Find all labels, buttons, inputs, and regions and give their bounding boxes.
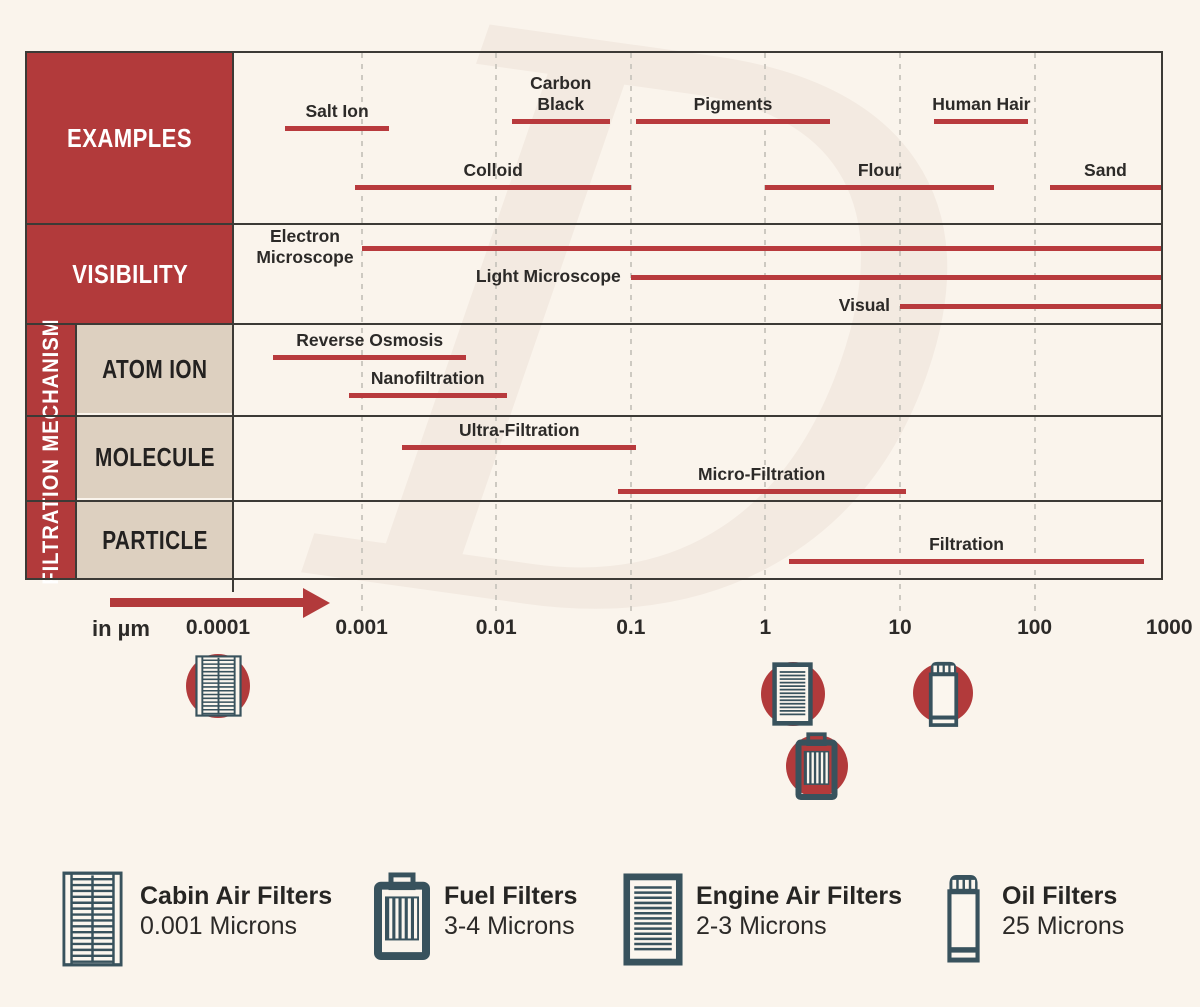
engine-air-filter-icon	[623, 873, 683, 971]
axis-unit-label: in µm	[92, 616, 150, 641]
axis-tick-label-10: 10	[888, 616, 912, 639]
oil-filter-icon	[942, 871, 985, 969]
row-header-atom-ion: ATOM ION	[77, 325, 233, 413]
row-divider	[25, 415, 1163, 417]
legend-title: Cabin Air Filters	[140, 882, 333, 910]
bar-label-light-microscope: Light Microscope	[475, 266, 621, 286]
bar-label-flour: Flour	[857, 160, 902, 180]
range-bar-pigments	[636, 119, 830, 124]
gridline-stub	[360, 584, 363, 612]
column-divider	[75, 323, 77, 580]
axis-tick-label-0.0001: 0.0001	[185, 616, 251, 639]
bar-label-filtration: Filtration	[929, 534, 1004, 554]
gridline	[764, 53, 767, 578]
range-bar-salt-ion	[285, 126, 390, 131]
gridline-stub	[764, 584, 767, 612]
range-bar-light-microscope	[630, 275, 1161, 280]
cabin-air-filter-icon	[194, 655, 242, 722]
molecule-label: MOLECULE	[95, 442, 215, 472]
legend-detail: 0.001 Microns	[140, 912, 298, 940]
axis-arrow-shaft	[110, 598, 304, 607]
row-header-visibility: VISIBILITY	[27, 225, 233, 323]
row-header-molecule: MOLECULE	[77, 417, 233, 498]
fuel-filter-icon	[794, 732, 839, 805]
bar-label-sand: Sand	[1084, 160, 1127, 180]
bar-label-colloid: Colloid	[463, 160, 523, 180]
gridline	[360, 53, 363, 578]
cabin-air-filter-icon	[62, 871, 123, 972]
row-divider	[25, 223, 1163, 225]
axis-tick-label-1: 1	[759, 616, 772, 639]
range-bar-filtration	[789, 559, 1144, 564]
range-bar-sand	[1049, 185, 1161, 190]
legend-detail: 2-3 Microns	[696, 912, 827, 940]
range-bar-reverse-osmosis	[273, 355, 467, 360]
gridline-stub	[899, 584, 901, 612]
row-header-particle: PARTICLE	[77, 502, 233, 578]
row-divider	[25, 323, 1163, 325]
gridline	[629, 53, 632, 578]
range-bar-human-hair	[934, 119, 1029, 124]
bar-label-human-hair: Human Hair	[932, 94, 1031, 114]
range-bar-micro-filtration	[617, 489, 906, 494]
fuel-filter-icon	[372, 872, 432, 965]
bar-label-reverse-osmosis: Reverse Osmosis	[296, 330, 444, 350]
range-bar-carbon-black	[511, 119, 610, 124]
axis-arrow-head-icon	[303, 588, 330, 618]
axis-tick-label-100: 100	[1017, 616, 1053, 639]
gridline	[495, 53, 498, 578]
gridline-stub	[1033, 584, 1036, 612]
bar-label-ultra-filtration: Ultra-Filtration	[458, 420, 580, 440]
row-header-examples: EXAMPLES	[27, 53, 233, 223]
gridline-stub	[629, 584, 632, 612]
axis-tick-label-0.01: 0.01	[475, 616, 517, 639]
legend-title: Engine Air Filters	[696, 882, 903, 910]
bar-label-nanofiltration: Nanofiltration	[370, 368, 485, 388]
legend-detail: 25 Microns	[1002, 912, 1125, 940]
axis-tick-label-1000: 1000	[1145, 616, 1193, 639]
column-divider	[232, 51, 234, 592]
oil-filter-icon	[924, 659, 963, 733]
gridline	[899, 53, 901, 578]
engine-air-filter-icon	[772, 662, 814, 731]
gridline	[1033, 53, 1036, 578]
bar-label-visual: Visual	[838, 295, 890, 315]
gridline-stub	[495, 584, 498, 612]
bar-label-electron-microscope: Electron Microscope	[256, 226, 354, 267]
filtration-mechanism-label: FILTRATION MECHANISM	[38, 318, 63, 585]
range-bar-ultra-filtration	[402, 445, 637, 450]
range-bar-flour	[765, 185, 995, 190]
bar-label-carbon-black: Carbon Black	[530, 73, 592, 114]
row-header-examples-label: EXAMPLES	[67, 122, 193, 153]
row-group-filtration-mechanism: FILTRATION MECHANISM	[27, 318, 75, 585]
legend-detail: 3-4 Microns	[444, 912, 575, 940]
legend-title: Oil Filters	[1002, 882, 1118, 910]
range-bar-nanofiltration	[348, 393, 507, 398]
bar-label-salt-ion: Salt Ion	[305, 101, 369, 121]
particle-label: PARTICLE	[102, 524, 208, 555]
bar-label-micro-filtration: Micro-Filtration	[697, 464, 826, 484]
range-bar-electron-microscope	[361, 246, 1161, 251]
row-divider	[25, 500, 1163, 502]
axis-tick-label-0.1: 0.1	[616, 616, 646, 639]
range-bar-visual	[900, 304, 1161, 309]
axis-tick-label-0.001: 0.001	[335, 616, 388, 639]
bar-label-pigments: Pigments	[693, 94, 773, 114]
range-bar-colloid	[355, 185, 631, 190]
atom-ion-label: ATOM ION	[102, 353, 208, 384]
row-header-visibility-label: VISIBILITY	[72, 258, 188, 289]
legend-title: Fuel Filters	[444, 882, 578, 910]
